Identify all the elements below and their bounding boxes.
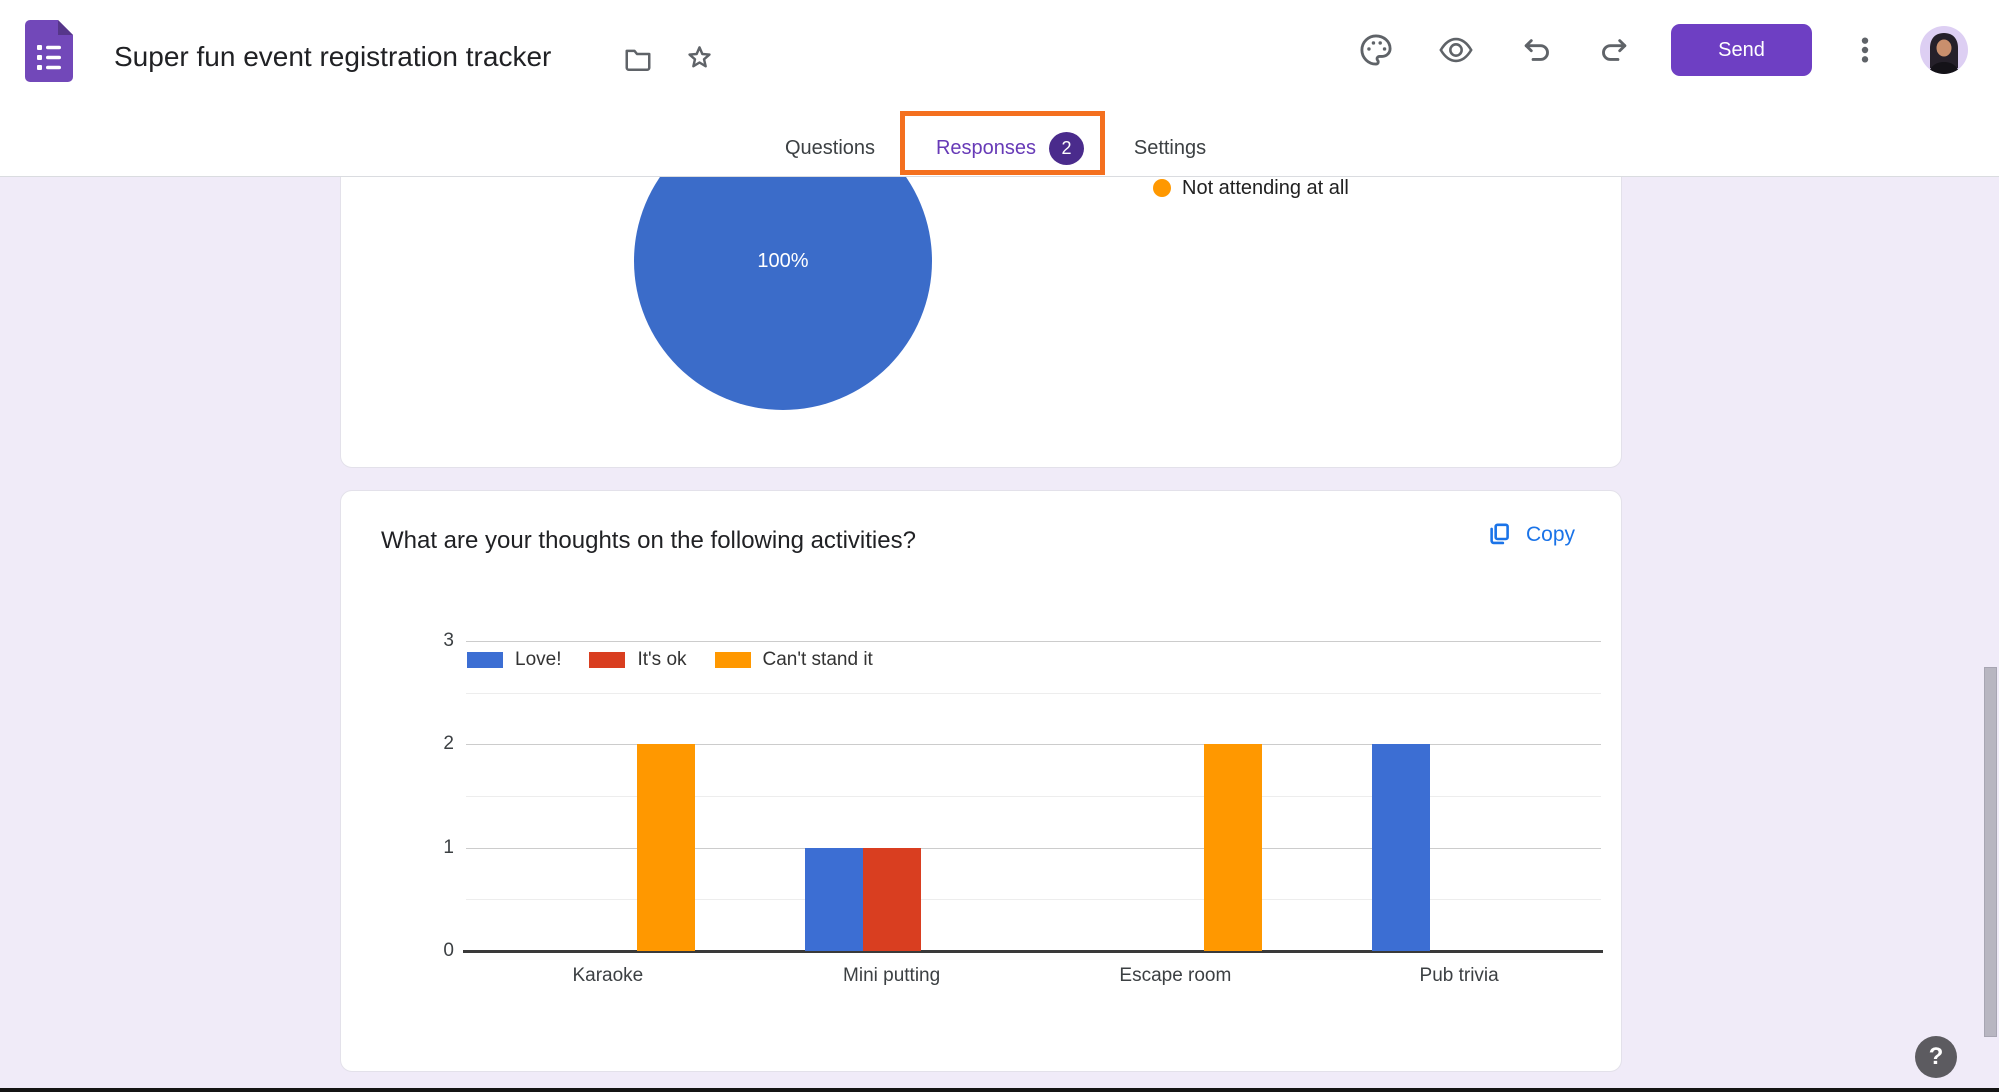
category-label: Karaoke: [572, 965, 644, 986]
tab-responses-label: Responses: [935, 137, 1037, 159]
question-title: What are your thoughts on the following …: [381, 527, 916, 554]
category-label: Mini putting: [843, 965, 941, 986]
activities-chart-card: What are your thoughts on the following …: [340, 490, 1622, 1072]
legend-swatch: [589, 652, 626, 668]
gridline-2.5: [466, 692, 1601, 694]
google-forms-icon[interactable]: [25, 20, 73, 82]
legend-label: It's ok: [637, 649, 687, 670]
send-button[interactable]: Send: [1671, 24, 1812, 76]
form-title[interactable]: Super fun event registration tracker: [114, 41, 552, 72]
gridline-1.5: [466, 796, 1601, 797]
legend-label: Can't stand it: [762, 649, 873, 670]
responses-count-badge: 2: [1049, 131, 1085, 165]
x-axis-line: [463, 950, 1603, 953]
gridline-3: [466, 641, 1601, 642]
bar-It's ok-Mini putting[interactable]: [862, 847, 921, 951]
pie-legend-item: Not attending at all: [1153, 177, 1349, 199]
redo-icon[interactable]: [1598, 34, 1630, 66]
category-label: Escape room: [1119, 965, 1232, 986]
palette-theme-icon[interactable]: [1358, 32, 1392, 66]
bar-chart-legend: Love! It's ok Can't stand it: [467, 649, 873, 671]
legend-dot: [1153, 179, 1171, 197]
y-tick-label: 1: [443, 836, 454, 858]
tab-settings[interactable]: Settings: [1133, 137, 1207, 159]
gridline-0.5: [466, 899, 1601, 901]
scrollbar-thumb[interactable]: [1984, 667, 1997, 1037]
tab-responses[interactable]: Responses 2: [930, 131, 1090, 165]
pie-chart-card: 100% Not attending at all: [340, 177, 1622, 468]
undo-icon[interactable]: [1520, 34, 1552, 66]
bar-chart-plot: Love! It's ok Can't stand it 0 1 2 3 Karaoke Mi…: [341, 491, 1621, 1071]
bar-legend-item: Love!: [467, 649, 561, 671]
folder-icon[interactable]: [623, 44, 655, 76]
bar-Love!-Pub trivia[interactable]: [1372, 744, 1431, 951]
legend-swatch: [714, 652, 751, 668]
copy-icon: [1486, 521, 1513, 548]
gridline-1: [466, 847, 1601, 849]
preview-eye-icon[interactable]: [1438, 34, 1473, 66]
star-icon[interactable]: [684, 43, 716, 75]
more-options-icon[interactable]: [1849, 34, 1881, 66]
pie-legend: Not attending at all: [1153, 177, 1349, 199]
bar-Can't stand it-Karaoke[interactable]: [636, 744, 695, 951]
copy-button[interactable]: Copy: [1486, 521, 1575, 548]
y-tick-label: 0: [443, 940, 454, 961]
avatar[interactable]: [1920, 26, 1968, 74]
legend-swatch: [467, 652, 503, 668]
legend-label: Love!: [515, 649, 562, 670]
category-label: Pub trivia: [1419, 965, 1499, 986]
y-tick-label: 3: [443, 630, 454, 651]
bar-legend-item: Can't stand it: [714, 649, 873, 671]
legend-label: Not attending at all: [1182, 177, 1349, 199]
bar-legend-item: It's ok: [589, 649, 687, 671]
app-header: Super fun event registration tracker: [0, 0, 1999, 177]
window-bottom-edge: [0, 1088, 1999, 1092]
pie-percent-label: 100%: [757, 250, 809, 272]
pie-slice[interactable]: [634, 177, 932, 410]
gridline-2: [466, 744, 1601, 746]
bar-Love!-Mini putting[interactable]: [804, 847, 863, 951]
y-tick-label: 2: [443, 733, 454, 755]
tab-questions[interactable]: Questions: [784, 137, 876, 159]
copy-label: Copy: [1525, 522, 1575, 546]
help-button[interactable]: ?: [1915, 1036, 1957, 1078]
bar-Can't stand it-Escape room[interactable]: [1204, 744, 1263, 951]
